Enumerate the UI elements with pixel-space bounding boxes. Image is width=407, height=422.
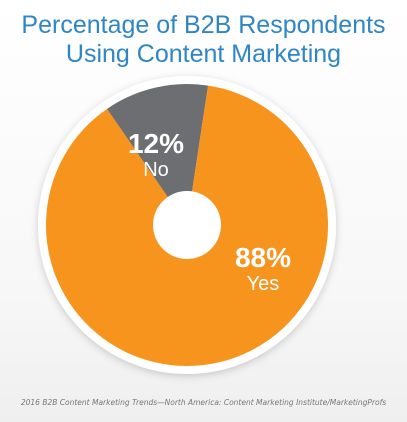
slice-value-label-no: 12% [128, 128, 184, 159]
source-citation: 2016 B2B Content Marketing Trends—North … [20, 398, 387, 407]
slice-category-label-yes: Yes [247, 273, 280, 295]
slice-value-label-yes: 88% [235, 242, 291, 273]
slice-category-label-no: No [143, 159, 169, 181]
donut-hole [153, 191, 221, 259]
slice-no [106, 83, 209, 225]
chart-title-line-2: Using Content Marketing [65, 40, 342, 68]
chart-title-line-1: Percentage of B2B Respondents [21, 11, 386, 39]
